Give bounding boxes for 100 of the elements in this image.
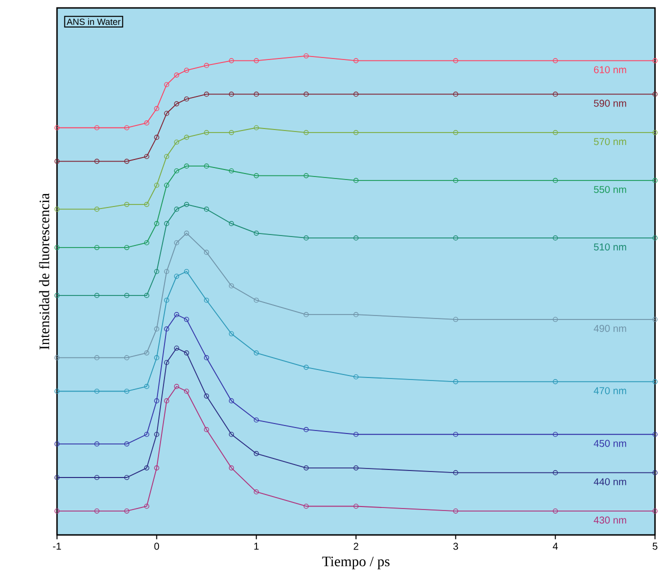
series-label: 450 nm xyxy=(594,440,626,447)
point xyxy=(353,130,359,136)
point xyxy=(144,292,150,298)
point xyxy=(94,206,100,212)
point xyxy=(228,398,234,404)
point xyxy=(254,125,259,130)
point xyxy=(228,283,234,288)
series-label: 510 nm xyxy=(594,243,626,251)
point xyxy=(144,154,150,160)
point xyxy=(164,82,170,88)
series-label: 470 nm xyxy=(594,387,626,394)
point xyxy=(254,350,259,356)
point xyxy=(184,164,190,169)
point xyxy=(453,432,458,437)
point xyxy=(204,298,210,303)
point xyxy=(353,58,359,64)
point xyxy=(94,388,100,394)
x-tick-label: 1 xyxy=(254,542,259,550)
point xyxy=(164,298,170,303)
point xyxy=(453,58,458,64)
point xyxy=(304,465,309,470)
point xyxy=(124,441,130,446)
point xyxy=(304,235,309,240)
point xyxy=(304,312,309,318)
point xyxy=(174,384,180,390)
point xyxy=(228,168,234,174)
point xyxy=(228,465,234,470)
x-tick-label: 2 xyxy=(354,542,358,550)
point xyxy=(94,441,100,446)
point xyxy=(453,130,458,136)
point xyxy=(124,158,130,164)
x-tick-label: 0 xyxy=(154,542,160,550)
x-tick-label: 5 xyxy=(652,542,658,550)
point xyxy=(353,92,359,97)
point xyxy=(184,134,190,140)
series-label: 430 nm xyxy=(594,516,626,524)
point xyxy=(124,202,130,207)
point xyxy=(453,92,458,97)
point xyxy=(174,140,180,145)
point xyxy=(254,298,259,303)
point xyxy=(353,374,359,380)
point xyxy=(164,360,170,366)
point xyxy=(164,182,170,188)
point xyxy=(552,508,558,514)
point xyxy=(228,130,234,136)
point xyxy=(144,384,150,390)
point xyxy=(94,474,100,480)
point xyxy=(254,58,259,64)
point xyxy=(154,134,160,140)
point xyxy=(164,221,170,226)
point xyxy=(304,53,309,58)
point xyxy=(552,379,558,384)
point xyxy=(154,398,160,404)
point xyxy=(254,489,259,494)
point xyxy=(174,206,180,212)
point xyxy=(184,202,190,207)
series-label: 440 nm xyxy=(594,478,626,486)
point xyxy=(453,508,458,514)
series-label: 590 nm xyxy=(594,100,626,107)
point xyxy=(124,292,130,298)
point xyxy=(254,230,259,236)
point xyxy=(154,465,160,470)
point xyxy=(353,235,359,240)
point xyxy=(353,178,359,183)
point xyxy=(144,202,150,207)
point xyxy=(304,364,309,370)
text: ANS in Water xyxy=(66,18,121,25)
point xyxy=(228,331,234,336)
point xyxy=(124,125,130,130)
point xyxy=(552,432,558,437)
point xyxy=(204,130,210,136)
point xyxy=(552,470,558,476)
point xyxy=(154,221,160,226)
series-label: 550 nm xyxy=(594,186,626,194)
point xyxy=(154,326,160,332)
point xyxy=(184,350,190,356)
point xyxy=(228,221,234,226)
point xyxy=(552,58,558,64)
point xyxy=(353,465,359,470)
point xyxy=(204,250,210,255)
point xyxy=(304,130,309,136)
point xyxy=(154,355,160,360)
point xyxy=(552,235,558,240)
point xyxy=(353,312,359,318)
point xyxy=(94,355,100,360)
point xyxy=(144,504,150,509)
point xyxy=(124,244,130,250)
point xyxy=(453,178,458,183)
point xyxy=(154,106,160,112)
point xyxy=(254,173,259,178)
point xyxy=(144,240,150,246)
point xyxy=(552,130,558,136)
point xyxy=(304,92,309,97)
y-axis-title: Intensidad de fluorescencia xyxy=(39,193,50,350)
point xyxy=(184,316,190,322)
point xyxy=(453,470,458,476)
point xyxy=(184,388,190,394)
point xyxy=(254,417,259,423)
point xyxy=(94,125,100,130)
point xyxy=(164,268,170,274)
